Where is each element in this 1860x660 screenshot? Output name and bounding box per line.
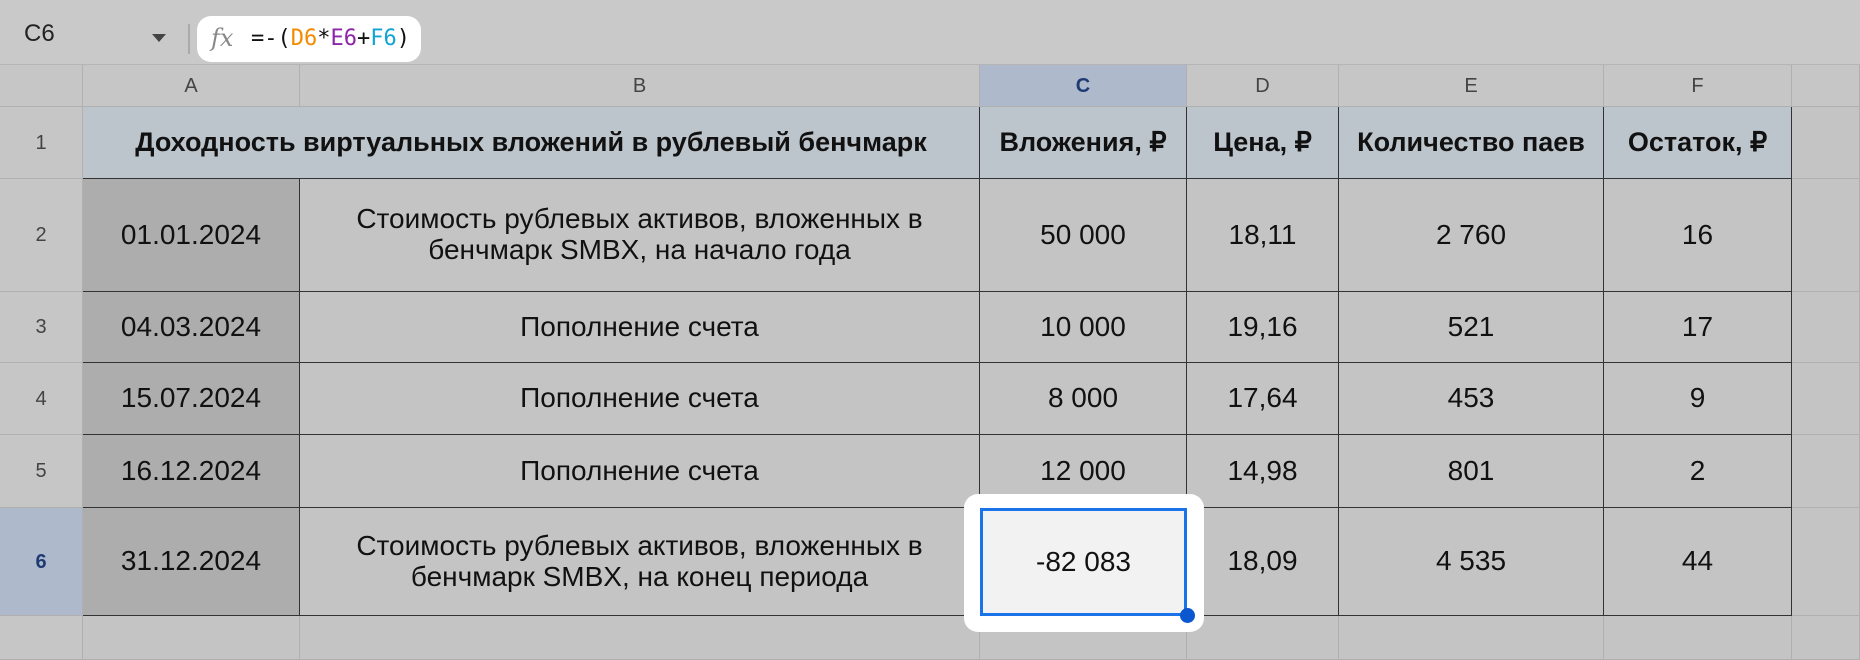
table-cell[interactable]: 17 [1604,292,1792,363]
column-header[interactable]: F [1604,65,1792,107]
row-header[interactable]: 3 [0,292,83,363]
row-header[interactable]: 4 [0,363,83,435]
table-cell[interactable]: Пополнение счета [300,435,980,508]
table-cell[interactable]: Пополнение счета [300,292,980,363]
column-header[interactable]: C [980,65,1187,107]
table-cell[interactable]: 18,09 [1187,508,1339,616]
table-title[interactable]: Доходность виртуальных вложений в рублев… [83,107,980,179]
table-cell[interactable]: 04.03.2024 [83,292,300,363]
column-header[interactable]: B [300,65,980,107]
table-cell[interactable]: 2 760 [1339,179,1604,292]
empty-cell[interactable] [1792,292,1860,363]
fx-icon: fx [211,24,234,52]
table-cell[interactable]: 19,16 [1187,292,1339,363]
row-header[interactable]: 1 [0,107,83,179]
table-cell[interactable]: 10 000 [980,292,1187,363]
table-cell[interactable]: 16.12.2024 [83,435,300,508]
formula-ref-e6: E6 [330,26,358,51]
chevron-down-icon[interactable] [152,34,166,42]
table-cell[interactable]: 9 [1604,363,1792,435]
empty-cell[interactable] [1792,508,1860,616]
table-cell[interactable]: 2 [1604,435,1792,508]
formula-part: + [357,26,371,51]
column-title[interactable]: Цена, ₽ [1187,107,1339,179]
cell-value: -82 083 [1036,546,1131,577]
column-header[interactable]: D [1187,65,1339,107]
table-cell[interactable]: Стоимость рублевых активов, вложенных в … [300,508,980,616]
table-cell[interactable]: 31.12.2024 [83,508,300,616]
empty-cell[interactable] [1792,179,1860,292]
row-header[interactable]: 6 [0,508,83,616]
row-header[interactable]: 2 [0,179,83,292]
empty-cell[interactable] [1604,616,1792,660]
table-cell[interactable]: Стоимость рублевых активов, вложенных в … [300,179,980,292]
empty-cell[interactable] [1187,616,1339,660]
table-cell[interactable]: 15.07.2024 [83,363,300,435]
selected-cell-c6[interactable]: -82 083 [980,508,1187,616]
table-cell[interactable]: 01.01.2024 [83,179,300,292]
select-all-corner[interactable] [0,65,83,107]
formula-part: * [317,26,331,51]
column-header[interactable]: A [83,65,300,107]
formula-toolbar: C6 fx =-(D6*E6+F6) [0,0,1860,65]
table-cell[interactable]: 4 535 [1339,508,1604,616]
formula-ref-f6: F6 [370,26,397,51]
table-cell[interactable]: 18,11 [1187,179,1339,292]
column-header[interactable] [1792,65,1860,107]
empty-cell[interactable] [1792,363,1860,435]
row-header[interactable] [0,616,83,660]
row-header[interactable]: 5 [0,435,83,508]
table-cell[interactable]: 14,98 [1187,435,1339,508]
formula-part: ) [396,26,410,51]
fill-handle[interactable] [1180,608,1195,623]
column-title[interactable]: Количество паев [1339,107,1604,179]
table-cell[interactable]: 8 000 [980,363,1187,435]
empty-cell[interactable] [1339,616,1604,660]
empty-cell[interactable] [1792,435,1860,508]
divider [188,24,190,54]
column-title[interactable]: Вложения, ₽ [980,107,1187,179]
column-header[interactable]: E [1339,65,1604,107]
formula-bar[interactable]: fx =-(D6*E6+F6) [197,16,421,62]
table-cell[interactable]: 44 [1604,508,1792,616]
table-cell[interactable]: 50 000 [980,179,1187,292]
formula-part: =-( [251,26,291,51]
empty-cell[interactable] [83,616,300,660]
name-box[interactable]: C6 [24,20,55,47]
empty-cell[interactable] [300,616,980,660]
empty-cell[interactable] [1792,616,1860,660]
table-cell[interactable]: Пополнение счета [300,363,980,435]
table-cell[interactable]: 453 [1339,363,1604,435]
table-cell[interactable]: 801 [1339,435,1604,508]
column-title[interactable]: Остаток, ₽ [1604,107,1792,179]
formula-text[interactable]: =-(D6*E6+F6) [251,26,410,51]
table-cell[interactable]: 521 [1339,292,1604,363]
formula-ref-d6: D6 [290,26,318,51]
table-cell[interactable]: 17,64 [1187,363,1339,435]
table-cell[interactable]: 16 [1604,179,1792,292]
empty-cell[interactable] [1792,107,1860,179]
